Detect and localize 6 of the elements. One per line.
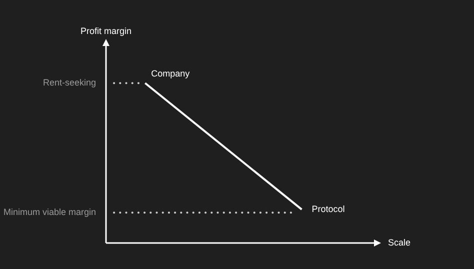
text: Company (151, 68, 190, 79)
annotation: Protocol (312, 204, 345, 214)
text: Profit margin (80, 26, 132, 36)
x-axis-title: Scale (388, 237, 411, 248)
ref-line-label: Minimum viable margin (3, 207, 96, 218)
ref-line-label: Rent-seeking (42, 78, 96, 88)
